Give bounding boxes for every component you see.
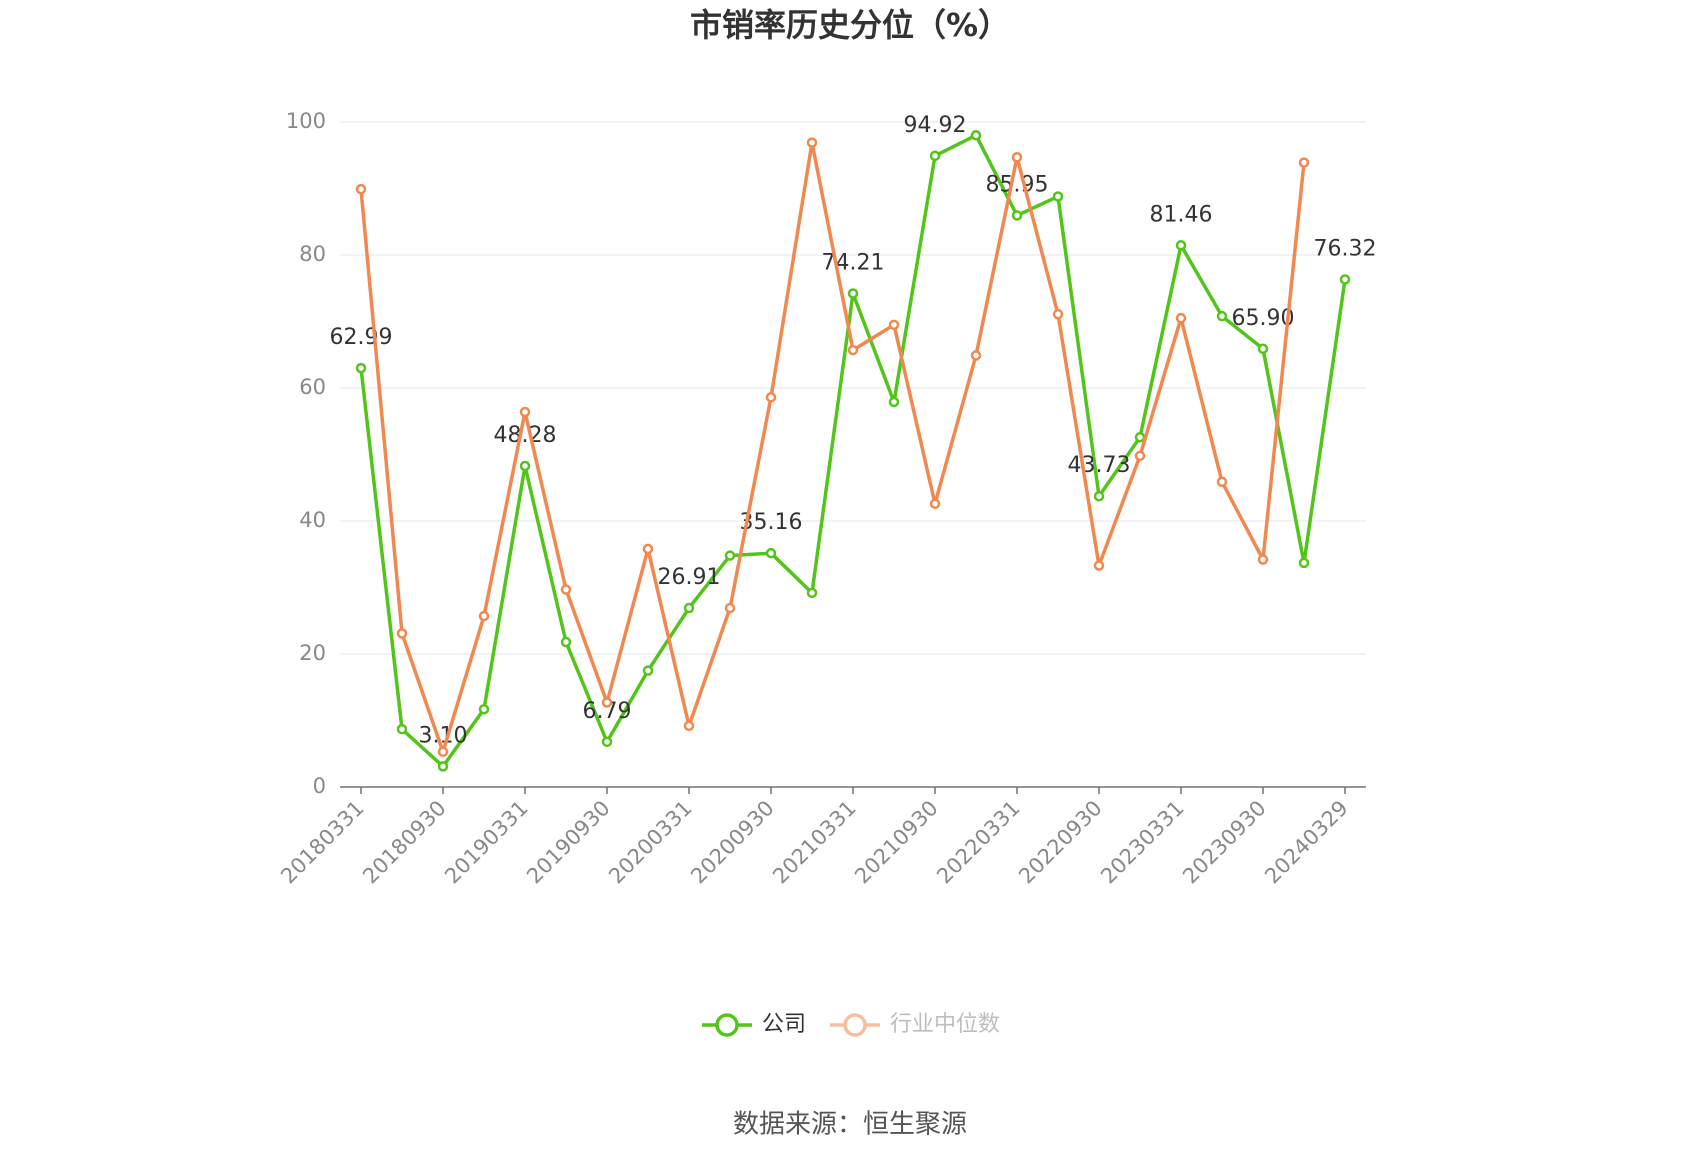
data-point xyxy=(355,362,367,374)
data-point xyxy=(478,610,490,622)
data-point xyxy=(560,636,572,648)
data-point xyxy=(1134,431,1146,443)
data-point xyxy=(847,344,859,356)
data-point xyxy=(970,350,982,361)
data-point xyxy=(888,396,900,408)
data-point xyxy=(1339,274,1351,285)
data-point xyxy=(478,703,490,715)
data-point xyxy=(437,761,449,772)
legend-marker xyxy=(843,1013,867,1037)
x-tick-label: 20220930 xyxy=(1014,796,1107,889)
data-point xyxy=(560,584,572,595)
data-point xyxy=(765,547,777,559)
data-point xyxy=(847,288,859,299)
data-label: 76.32 xyxy=(1314,236,1377,261)
data-point xyxy=(724,602,736,614)
data-point xyxy=(1134,450,1146,462)
data-point xyxy=(355,183,367,195)
data-point xyxy=(642,665,654,676)
y-tick-label: 80 xyxy=(299,242,326,266)
data-point xyxy=(1175,240,1187,251)
data-point xyxy=(519,460,531,472)
source-note: 数据来源：恒生聚源 xyxy=(733,1110,967,1140)
data-point xyxy=(396,628,408,639)
y-tick-label: 100 xyxy=(286,109,326,133)
data-label: 94.92 xyxy=(904,113,967,138)
data-point xyxy=(1052,191,1064,202)
x-tick-label: 20210930 xyxy=(850,796,943,889)
x-tick-label: 20220331 xyxy=(932,796,1025,889)
data-label: 26.91 xyxy=(658,565,721,590)
data-point xyxy=(1257,343,1269,355)
data-label: 81.46 xyxy=(1150,202,1213,227)
data-point xyxy=(806,137,818,148)
data-point xyxy=(1216,310,1228,322)
data-point xyxy=(396,723,408,735)
x-tick-label: 20230930 xyxy=(1178,796,1271,889)
x-tick-label: 20210331 xyxy=(768,796,861,889)
data-point xyxy=(683,602,695,614)
data-point xyxy=(724,550,736,561)
data-point xyxy=(1175,312,1187,324)
data-point xyxy=(1093,560,1105,571)
data-point xyxy=(601,736,613,748)
data-point xyxy=(970,130,982,141)
x-tick-label: 20190930 xyxy=(522,796,615,889)
data-point xyxy=(1298,157,1310,168)
chart-title: 市销率历史分位（%） xyxy=(690,6,1010,44)
x-tick-label: 20240329 xyxy=(1260,796,1353,889)
data-label: 62.99 xyxy=(330,325,393,350)
legend-label: 公司 xyxy=(762,1012,806,1037)
y-tick-label: 20 xyxy=(299,641,326,665)
data-label: 65.90 xyxy=(1232,306,1295,331)
legend-marker xyxy=(715,1013,739,1037)
data-point xyxy=(1011,210,1023,221)
data-point xyxy=(929,498,941,509)
legend-item: 公司 xyxy=(702,1012,806,1037)
y-tick-label: 40 xyxy=(299,508,326,532)
x-tick-label: 20180930 xyxy=(358,796,451,889)
x-tick-label: 20180331 xyxy=(276,796,369,889)
data-point xyxy=(1093,490,1105,502)
data-label: 85.95 xyxy=(986,172,1049,197)
data-point xyxy=(1257,554,1269,565)
data-point xyxy=(437,746,449,758)
legend-label: 行业中位数 xyxy=(890,1012,1000,1037)
data-point xyxy=(1011,151,1023,163)
data-point xyxy=(765,392,777,403)
data-point xyxy=(683,720,695,732)
series-line xyxy=(359,133,1347,769)
data-label: 43.73 xyxy=(1068,453,1131,478)
y-tick-label: 0 xyxy=(313,774,326,798)
x-tick-label: 20200331 xyxy=(604,796,697,889)
y-tick-label: 60 xyxy=(299,375,326,399)
data-point xyxy=(888,319,900,331)
data-point xyxy=(1298,557,1310,569)
data-point xyxy=(642,543,654,555)
data-point xyxy=(519,406,531,418)
data-point xyxy=(601,697,613,708)
series-line xyxy=(359,140,1306,754)
data-label: 3.10 xyxy=(419,723,468,748)
data-point xyxy=(929,150,941,162)
data-point xyxy=(806,587,818,599)
data-point xyxy=(1216,476,1228,488)
x-tick-label: 20200930 xyxy=(686,796,779,889)
x-tick-label: 20230331 xyxy=(1096,796,1189,889)
x-tick-label: 20190331 xyxy=(440,796,533,889)
data-label: 74.21 xyxy=(822,251,885,276)
legend-item: 行业中位数 xyxy=(830,1012,1000,1037)
data-label: 48.28 xyxy=(494,423,557,448)
data-point xyxy=(1052,308,1064,320)
